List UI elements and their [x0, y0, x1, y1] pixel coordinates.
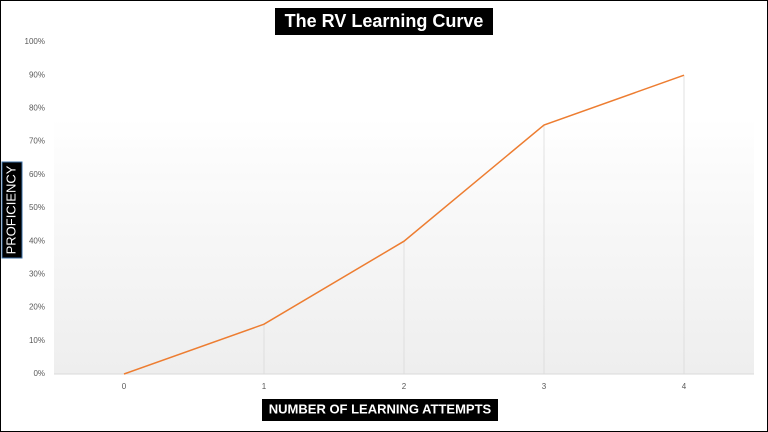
x-tick-label: 1	[262, 382, 267, 391]
y-axis-label: PROFICIENCY	[3, 165, 18, 254]
x-tick-label: 0	[122, 382, 127, 391]
y-tick-label: 60%	[29, 170, 45, 179]
x-axis-label: NUMBER OF LEARNING ATTEMPTS	[269, 401, 492, 416]
y-tick-label: 0%	[33, 369, 45, 378]
y-tick-label: 20%	[29, 303, 45, 312]
x-tick-label: 2	[402, 382, 407, 391]
y-tick-label: 80%	[29, 104, 45, 113]
y-tick-label: 30%	[29, 270, 45, 279]
y-tick-label: 10%	[29, 336, 45, 345]
series-line	[123, 74, 685, 375]
x-tick-label: 4	[682, 382, 687, 391]
chart-title: The RV Learning Curve	[285, 11, 484, 31]
title-box	[275, 8, 493, 35]
x-label-box	[262, 399, 498, 421]
x-tick-label: 3	[542, 382, 547, 391]
y-tick-label: 50%	[29, 203, 45, 212]
y-label-box	[1, 161, 23, 259]
y-tick-label: 70%	[29, 137, 45, 146]
y-tick-label: 40%	[29, 236, 45, 245]
y-tick-label: 90%	[29, 70, 45, 79]
y-tick-label: 100%	[25, 37, 45, 46]
